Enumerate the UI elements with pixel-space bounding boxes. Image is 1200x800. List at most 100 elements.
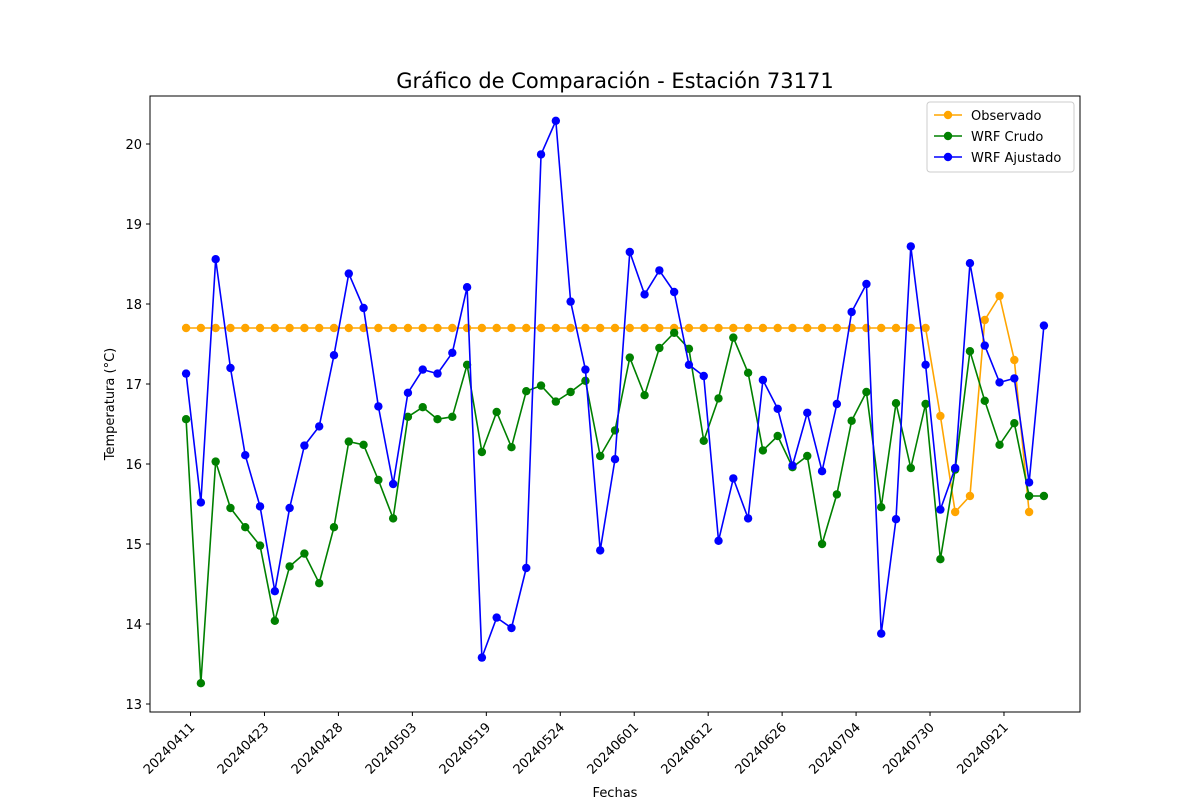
data-point-wrf-ajustado	[329, 351, 339, 360]
y-tick-label: 18	[125, 298, 142, 313]
data-point-wrf-crudo	[936, 555, 945, 564]
data-point-observado	[729, 323, 738, 333]
data-point-wrf-crudo	[995, 440, 1004, 449]
data-point-wrf-ajustado	[980, 341, 989, 350]
data-point-wrf-crudo	[581, 376, 590, 385]
data-point-wrf-ajustado	[758, 375, 768, 385]
data-point-observado	[211, 323, 220, 333]
data-point-observado	[773, 323, 782, 333]
data-point-wrf-ajustado	[270, 587, 280, 596]
data-point-wrf-ajustado	[285, 503, 294, 513]
data-point-wrf-crudo	[418, 403, 427, 412]
data-point-wrf-ajustado	[669, 287, 679, 297]
data-point-wrf-crudo	[625, 353, 634, 362]
data-point-observado	[743, 323, 753, 333]
data-point-wrf-ajustado	[181, 369, 191, 378]
plot-frame	[149, 95, 1081, 713]
data-point-wrf-crudo	[270, 616, 280, 625]
data-point-observado	[862, 323, 871, 333]
data-point-wrf-ajustado	[388, 479, 398, 489]
series-wrf-ajustado	[181, 116, 1049, 662]
data-point-observado	[566, 323, 575, 333]
data-point-observado	[403, 323, 413, 333]
data-point-wrf-ajustado	[921, 360, 930, 369]
data-point-wrf-ajustado	[344, 269, 353, 278]
data-point-observado	[817, 323, 827, 333]
data-point-wrf-crudo	[743, 368, 753, 377]
data-point-observado	[418, 323, 427, 333]
data-point-wrf-crudo	[862, 387, 871, 397]
legend-marker-swatch	[943, 152, 953, 162]
data-point-observado	[596, 323, 605, 333]
data-point-wrf-crudo	[729, 333, 738, 342]
data-point-wrf-ajustado	[847, 307, 856, 317]
data-point-wrf-crudo	[921, 399, 930, 409]
legend: Observado WRF Crudo WRF Ajustado	[926, 101, 1075, 173]
data-point-observado	[270, 323, 280, 333]
data-point-observado	[995, 291, 1004, 301]
data-point-observado	[921, 323, 930, 333]
data-point-observado	[241, 323, 250, 333]
chart-title: Gráfico de Comparación - Estación 73171	[396, 69, 833, 93]
data-point-wrf-ajustado	[241, 451, 250, 460]
data-point-wrf-ajustado	[507, 623, 516, 633]
data-point-observado	[803, 323, 812, 333]
data-point-wrf-crudo	[980, 396, 989, 405]
data-point-wrf-ajustado	[625, 247, 634, 257]
data-point-wrf-crudo	[714, 394, 723, 403]
legend-item-wrf-crudo: WRF Crudo	[934, 130, 1043, 145]
data-point-wrf-ajustado	[448, 348, 457, 357]
data-point-wrf-ajustado	[743, 514, 753, 523]
data-point-wrf-ajustado	[995, 378, 1004, 387]
data-point-wrf-ajustado	[374, 402, 383, 411]
data-point-wrf-ajustado	[1010, 374, 1019, 383]
data-point-wrf-ajustado	[403, 388, 413, 397]
data-point-wrf-crudo	[1039, 491, 1049, 501]
data-point-observado	[714, 323, 723, 333]
data-point-wrf-ajustado	[477, 653, 487, 662]
data-point-observado	[300, 323, 309, 333]
data-point-observado	[181, 323, 191, 333]
data-point-wrf-ajustado	[699, 371, 708, 381]
data-point-wrf-ajustado	[684, 360, 694, 369]
data-point-wrf-crudo	[522, 387, 531, 396]
data-point-wrf-crudo	[344, 437, 353, 446]
data-point-wrf-ajustado	[773, 404, 782, 413]
data-point-observado	[1024, 507, 1034, 517]
data-point-wrf-ajustado	[211, 255, 220, 264]
data-point-observado	[507, 323, 516, 333]
data-point-wrf-crudo	[536, 381, 546, 390]
plot-series-layer	[181, 116, 1049, 688]
data-point-observado	[788, 323, 797, 333]
data-point-wrf-ajustado	[832, 399, 842, 409]
data-point-wrf-crudo	[906, 463, 915, 473]
data-point-wrf-ajustado	[1039, 321, 1049, 330]
data-point-wrf-crudo	[211, 457, 220, 466]
data-point-wrf-crudo	[181, 415, 191, 424]
y-tick-label: 13	[125, 698, 142, 713]
legend-box	[926, 101, 1075, 173]
data-point-observado	[832, 323, 842, 333]
y-tick-label: 17	[125, 378, 142, 393]
data-point-observado	[226, 323, 235, 333]
data-point-wrf-crudo	[773, 431, 782, 441]
data-point-wrf-ajustado	[655, 266, 664, 275]
data-point-wrf-ajustado	[551, 116, 561, 126]
data-point-wrf-ajustado	[566, 297, 575, 306]
data-point-wrf-ajustado	[255, 502, 265, 511]
data-point-wrf-ajustado	[936, 505, 945, 514]
data-point-wrf-crudo	[492, 407, 501, 417]
data-point-observado	[433, 323, 442, 333]
data-point-observado	[315, 323, 324, 333]
data-point-observado	[980, 315, 989, 325]
data-point-wrf-ajustado	[817, 467, 827, 476]
data-point-wrf-crudo	[226, 503, 235, 513]
data-point-observado	[388, 323, 398, 333]
data-point-observado	[891, 323, 901, 333]
data-point-observado	[906, 323, 915, 333]
data-point-wrf-ajustado	[226, 363, 235, 373]
data-point-wrf-crudo	[462, 360, 472, 369]
y-tick-label: 16	[125, 458, 142, 473]
data-point-wrf-crudo	[241, 523, 250, 532]
y-axis-label: Temperatura (°C)	[103, 348, 118, 461]
